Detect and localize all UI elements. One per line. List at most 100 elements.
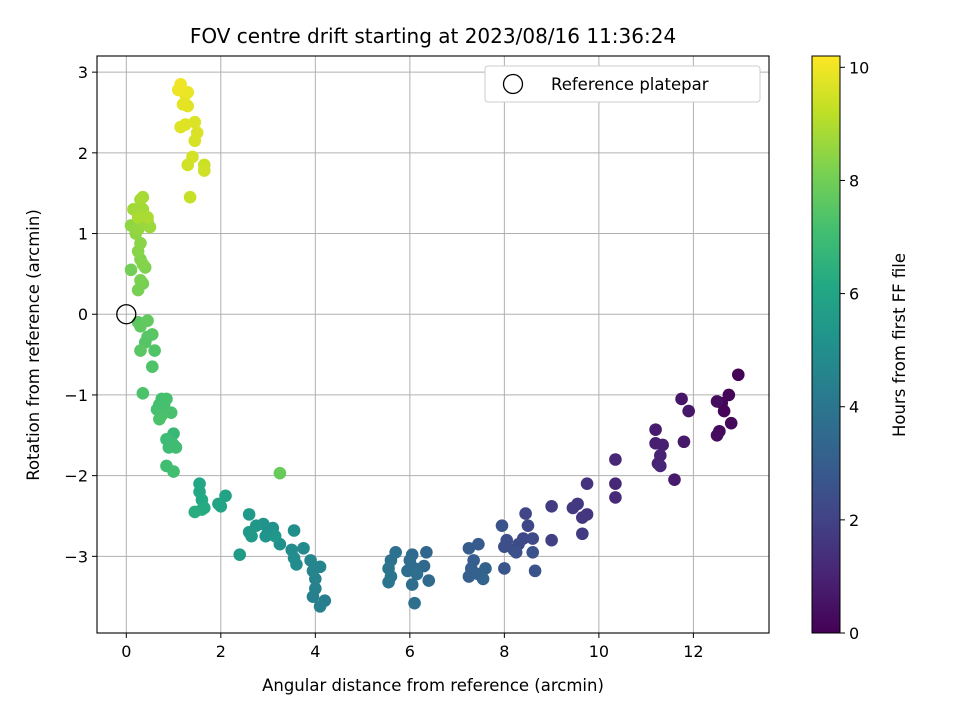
colorbar-tick-label: 4 bbox=[849, 398, 859, 417]
y-tick-label: 1 bbox=[78, 225, 88, 244]
scatter-point bbox=[668, 473, 681, 486]
scatter-point bbox=[462, 541, 476, 555]
scatter-point bbox=[174, 77, 187, 91]
scatter-point bbox=[580, 477, 594, 491]
scatter-point bbox=[181, 86, 195, 99]
scatter-point bbox=[528, 564, 542, 578]
scatter-point bbox=[717, 404, 731, 418]
scatter-point bbox=[143, 220, 157, 234]
scatter-point bbox=[174, 120, 187, 134]
scatter-point bbox=[176, 98, 190, 111]
colorbar-tick-label: 0 bbox=[849, 624, 859, 643]
scatter-point bbox=[495, 519, 509, 532]
colorbar-tick-label: 10 bbox=[849, 58, 869, 77]
scatter-point bbox=[526, 532, 540, 545]
scatter-point bbox=[521, 519, 535, 532]
scatter-point bbox=[245, 529, 258, 543]
scatter-point bbox=[408, 596, 421, 610]
scatter-point bbox=[675, 392, 688, 406]
y-axis-ticks: −3 −2 −1 0 1 2 3 bbox=[64, 63, 97, 566]
scatter-point bbox=[188, 505, 202, 519]
reference-platepar-marker bbox=[116, 304, 137, 325]
grid-lines bbox=[97, 56, 769, 633]
scatter-point bbox=[145, 360, 159, 373]
scatter-point bbox=[422, 574, 436, 587]
y-axis-label: Rotation from reference (arcmin) bbox=[24, 209, 43, 481]
scatter-point bbox=[417, 559, 431, 573]
scatter-point bbox=[649, 423, 662, 436]
scatter-point bbox=[145, 328, 159, 341]
colorbar: 0 2 4 6 8 10 Hours from first FF file bbox=[811, 55, 909, 643]
scatter-point bbox=[410, 567, 424, 581]
scatter-point bbox=[186, 150, 199, 164]
y-tick-label: 2 bbox=[78, 144, 88, 163]
scatter-point bbox=[382, 575, 395, 589]
legend-reference-marker bbox=[502, 73, 524, 95]
scatter-point bbox=[724, 416, 738, 430]
colorbar-gradient bbox=[811, 55, 841, 634]
colorbar-tick-label: 8 bbox=[849, 171, 859, 190]
scatter-point bbox=[722, 388, 736, 402]
scatter-point bbox=[219, 489, 232, 503]
scatter-point bbox=[519, 507, 532, 520]
scatter-point bbox=[141, 314, 154, 327]
x-axis-ticks: 0 2 4 6 8 10 12 bbox=[121, 633, 704, 661]
scatter-point bbox=[290, 558, 303, 571]
chart-title: FOV centre drift starting at 2023/08/16 … bbox=[190, 24, 676, 48]
scatter-point bbox=[498, 540, 511, 553]
plot-background bbox=[97, 56, 769, 633]
scatter-point bbox=[167, 465, 180, 478]
scatter-point bbox=[656, 438, 669, 452]
scatter-point bbox=[476, 572, 490, 586]
scatter-point bbox=[164, 406, 178, 419]
scatter-point bbox=[131, 283, 145, 297]
scatter-point bbox=[576, 527, 589, 541]
x-tick-label: 6 bbox=[405, 642, 415, 661]
x-tick-label: 12 bbox=[683, 642, 703, 661]
scatter-point bbox=[472, 537, 485, 551]
scatter-point bbox=[710, 395, 724, 408]
scatter-points bbox=[124, 77, 745, 613]
scatter-point bbox=[153, 412, 166, 426]
scatter-point bbox=[297, 541, 310, 555]
scatter-point bbox=[313, 560, 327, 574]
legend-entry-reference: Reference platepar bbox=[551, 75, 709, 94]
scatter-point bbox=[136, 387, 150, 400]
scatter-point bbox=[190, 126, 204, 139]
scatter-point bbox=[124, 263, 138, 277]
scatter-point bbox=[134, 344, 147, 357]
x-tick-label: 8 bbox=[499, 642, 509, 661]
scatter-point bbox=[498, 562, 511, 575]
scatter-point bbox=[273, 466, 287, 480]
scatter-point bbox=[462, 570, 476, 583]
scatter-point bbox=[233, 548, 247, 562]
scatter-point bbox=[609, 477, 622, 491]
y-tick-label: −3 bbox=[64, 547, 88, 566]
scatter-point bbox=[609, 491, 622, 504]
scatter-point bbox=[259, 529, 273, 543]
y-tick-label: −2 bbox=[64, 467, 88, 486]
colorbar-tick-label: 6 bbox=[849, 285, 859, 304]
y-tick-label: −1 bbox=[64, 386, 88, 405]
legend: Reference platepar bbox=[484, 65, 761, 103]
scatter-point bbox=[134, 274, 147, 287]
scatter-point bbox=[197, 164, 211, 177]
scatter-point bbox=[304, 554, 317, 567]
scatter-point bbox=[188, 115, 202, 129]
scatter-point bbox=[131, 211, 145, 224]
scatter-point bbox=[479, 562, 492, 575]
scatter-point bbox=[654, 459, 667, 473]
scatter-point bbox=[401, 564, 414, 578]
x-tick-label: 10 bbox=[589, 642, 609, 661]
x-axis-label: Angular distance from reference (arcmin) bbox=[262, 676, 604, 695]
legend-box bbox=[484, 65, 761, 103]
scatter-point bbox=[160, 392, 173, 406]
scatter-point bbox=[609, 453, 622, 466]
scatter-point bbox=[136, 257, 150, 271]
scatter-point bbox=[141, 211, 154, 224]
scatter-point bbox=[526, 546, 540, 559]
scatter-point bbox=[545, 500, 558, 513]
scatter-point bbox=[420, 546, 433, 559]
